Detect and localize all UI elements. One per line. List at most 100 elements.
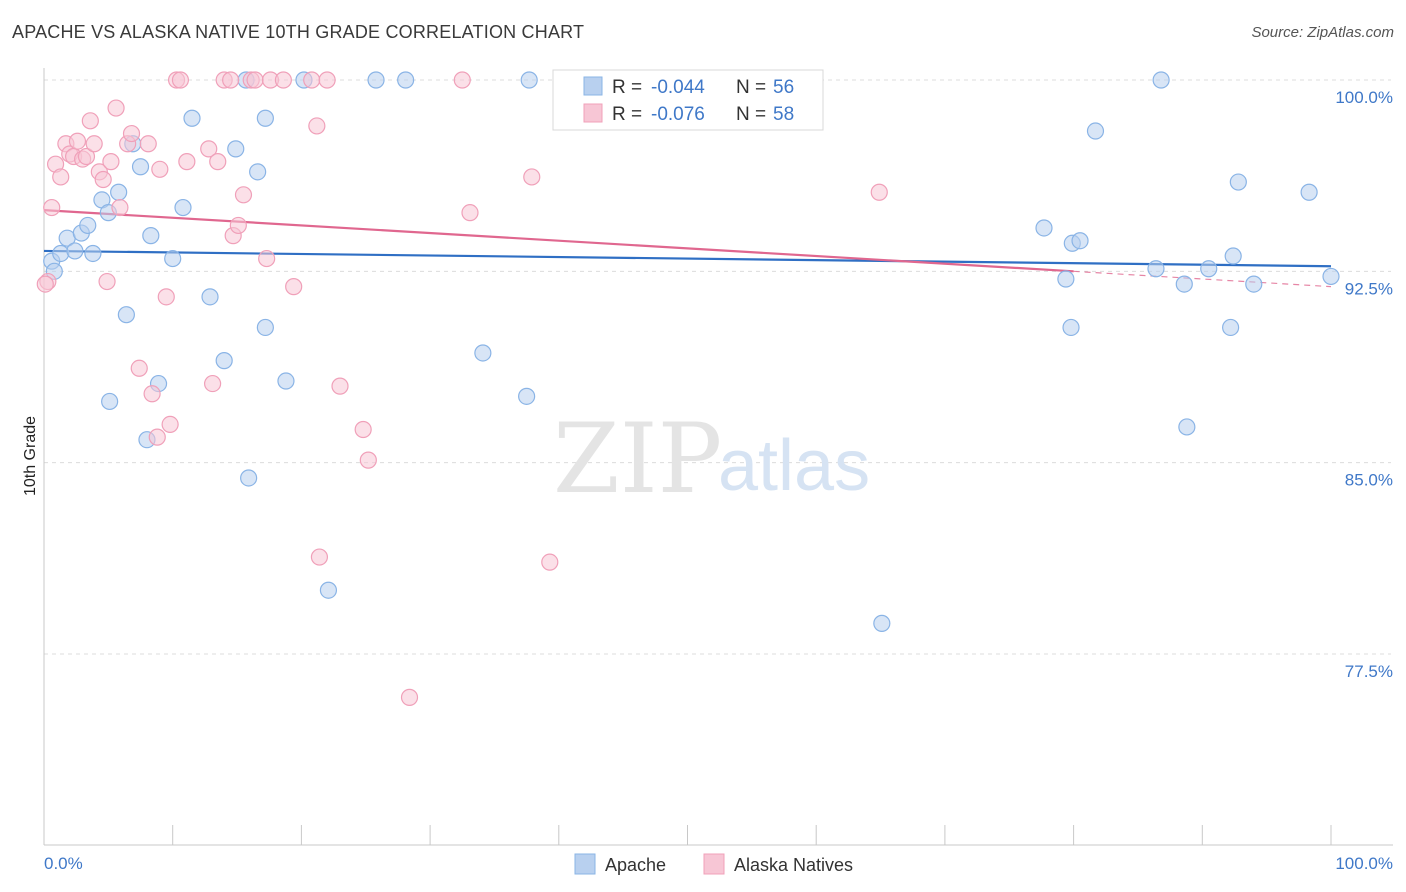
x-tick-labels: 0.0% 100.0% bbox=[44, 854, 1393, 873]
alaska-natives-point bbox=[229, 216, 247, 235]
apache-point bbox=[164, 249, 182, 268]
trend-line-apache bbox=[43, 249, 1332, 268]
bottom-legend-swatch bbox=[703, 853, 725, 875]
apache-point bbox=[1322, 267, 1340, 286]
axes bbox=[43, 68, 1393, 846]
alaska-natives-point bbox=[122, 124, 141, 143]
y-axis-label: 10th Grade bbox=[22, 416, 39, 496]
alaska-natives-point bbox=[178, 153, 196, 171]
alaska-natives-point bbox=[541, 553, 559, 571]
apache-point bbox=[174, 198, 192, 217]
apache-point bbox=[52, 244, 70, 263]
bottom-legend: Apache Alaska Natives bbox=[574, 853, 853, 875]
alaska-natives-point bbox=[870, 183, 888, 201]
apache-point bbox=[201, 288, 219, 306]
alaska-natives-point bbox=[36, 275, 54, 293]
grid-lines bbox=[44, 79, 1391, 655]
alaska-natives-point bbox=[234, 186, 253, 204]
apache-point bbox=[227, 140, 245, 158]
alaska-natives-point bbox=[303, 71, 321, 89]
alaska-natives-point bbox=[308, 117, 326, 135]
alaska-natives-point bbox=[157, 288, 175, 306]
legend-swatch bbox=[583, 76, 603, 96]
apache-point bbox=[1200, 260, 1218, 278]
chart-title: APACHE VS ALASKA NATIVE 10TH GRADE CORRE… bbox=[12, 22, 585, 42]
x-tick-label-right: 100.0% bbox=[1335, 854, 1393, 873]
apache-point bbox=[1175, 275, 1193, 293]
apache-point bbox=[84, 244, 102, 263]
alaska-natives-point bbox=[523, 168, 541, 186]
legend-box: R = -0.044 N = 56 R = -0.076 N = 58 bbox=[552, 69, 824, 131]
alaska-natives-point bbox=[107, 99, 125, 117]
apache-point bbox=[1062, 318, 1080, 337]
apache-point bbox=[518, 387, 536, 405]
alaska-natives-point bbox=[85, 135, 103, 153]
alaska-natives-point bbox=[94, 170, 112, 189]
apache-point bbox=[1147, 260, 1165, 278]
alaska-natives-point bbox=[285, 278, 303, 296]
legend-n-label: N = bbox=[736, 104, 766, 125]
alaska-natives-point bbox=[354, 420, 372, 439]
apache-point bbox=[1222, 318, 1240, 337]
apache-point bbox=[1224, 247, 1242, 265]
apache-point bbox=[1152, 71, 1170, 89]
legend-r-label: R = bbox=[612, 77, 642, 98]
apache-point bbox=[101, 392, 119, 411]
legend-n-label: N = bbox=[736, 77, 766, 98]
apache-point bbox=[1229, 173, 1247, 191]
apache-point bbox=[367, 71, 385, 89]
apache-point bbox=[1178, 418, 1196, 436]
y-tick-label: 77.5% bbox=[1345, 662, 1393, 681]
alaska-natives-point bbox=[274, 71, 292, 89]
alaska-natives-point bbox=[203, 374, 222, 393]
apache-point bbox=[256, 318, 274, 337]
watermark-zip: ZIP bbox=[553, 403, 722, 515]
data-points bbox=[36, 71, 1340, 706]
apache-point bbox=[110, 183, 128, 201]
apache-point bbox=[277, 372, 295, 390]
apache-point bbox=[183, 109, 201, 127]
alaska-natives-point bbox=[111, 198, 129, 217]
x-tick-label-left: 0.0% bbox=[44, 854, 83, 873]
alaska-natives-point bbox=[200, 140, 218, 158]
trend-line-dashed-alaska-natives bbox=[1073, 270, 1332, 288]
alaska-natives-point bbox=[359, 451, 377, 469]
alaska-natives-point bbox=[171, 71, 190, 89]
alaska-natives-point bbox=[81, 112, 99, 130]
alaska-natives-point bbox=[130, 359, 148, 377]
alaska-natives-point bbox=[310, 548, 329, 566]
apache-point bbox=[249, 163, 267, 181]
source-label: Source: ZipAtlas.com bbox=[1251, 24, 1394, 41]
apache-point bbox=[215, 352, 233, 370]
alaska-natives-point bbox=[400, 688, 419, 706]
apache-point bbox=[66, 242, 84, 260]
apache-point bbox=[117, 306, 135, 324]
apache-point bbox=[397, 71, 415, 89]
alaska-natives-point bbox=[461, 204, 479, 222]
alaska-natives-point bbox=[161, 415, 179, 433]
apache-point bbox=[1035, 219, 1053, 237]
alaska-natives-point bbox=[139, 135, 157, 153]
alaska-natives-point bbox=[102, 153, 120, 171]
y-tick-label: 85.0% bbox=[1345, 471, 1393, 490]
y-tick-label: 92.5% bbox=[1345, 279, 1393, 298]
trend-line-alaska-natives bbox=[43, 209, 1074, 273]
trend-lines bbox=[43, 209, 1332, 288]
apache-point bbox=[520, 71, 538, 89]
alaska-natives-point bbox=[52, 168, 70, 186]
alaska-natives-point bbox=[222, 71, 240, 89]
alaska-natives-point bbox=[318, 71, 336, 89]
legend-n-value: 58 bbox=[773, 104, 794, 125]
alaska-natives-point bbox=[68, 132, 87, 150]
alaska-natives-point bbox=[209, 153, 227, 171]
alaska-natives-point bbox=[148, 428, 166, 446]
apache-point bbox=[79, 216, 97, 235]
alaska-natives-point bbox=[143, 385, 161, 403]
alaska-natives-point bbox=[43, 198, 61, 217]
legend-r-value: -0.076 bbox=[651, 104, 705, 125]
y-tick-labels: 100.0% 92.5% 85.0% 77.5% bbox=[1335, 88, 1393, 681]
apache-point bbox=[474, 344, 492, 362]
alaska-natives-point bbox=[151, 160, 169, 178]
apache-point bbox=[1071, 232, 1089, 250]
